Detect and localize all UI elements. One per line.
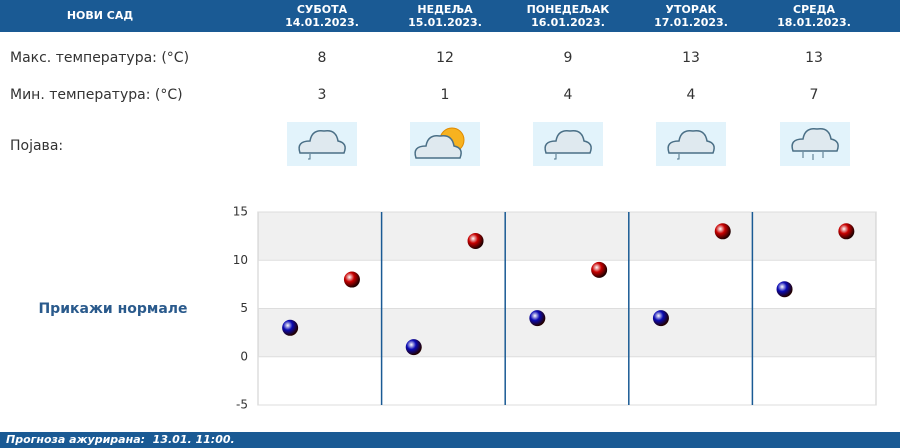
- day-date: 15.01.2023.: [408, 16, 482, 29]
- update-time: Прогноза ажурирана: 13.01. 11:00.: [6, 433, 235, 446]
- table-value: 1: [441, 87, 450, 103]
- day-date: 18.01.2023.: [777, 16, 851, 29]
- y-tick-label: 10: [233, 253, 248, 267]
- table-value: 9: [564, 50, 573, 66]
- city: НОВИ САД: [67, 9, 134, 22]
- grid-band: [258, 308, 876, 357]
- temperature-point: [776, 281, 793, 298]
- weather-icons: [287, 122, 850, 166]
- temperature-point: [714, 223, 731, 240]
- table-value: 4: [564, 87, 573, 103]
- row-label: Појава:: [10, 138, 63, 154]
- table-value: 13: [805, 50, 823, 66]
- day-name: СУБОТА: [297, 3, 348, 16]
- temperature-point: [467, 232, 484, 249]
- table-value: 3: [318, 87, 327, 103]
- footer-bar: [0, 432, 900, 448]
- day-name: НЕДЕЉА: [417, 3, 473, 16]
- temperature-point: [405, 339, 422, 356]
- y-tick-label: 0: [240, 349, 248, 363]
- temperature-point: [652, 310, 669, 327]
- grid-band: [258, 212, 876, 261]
- temperature-point: [591, 261, 608, 278]
- day-name: ПОНЕДЕЉАК: [527, 3, 610, 16]
- show-normals-button[interactable]: Прикажи нормале: [38, 301, 187, 317]
- table-value: 7: [810, 87, 819, 103]
- table-value: 13: [682, 50, 700, 66]
- y-tick-label: 15: [233, 205, 248, 219]
- temperature-point: [343, 271, 360, 288]
- table-value: 4: [687, 87, 696, 103]
- temperature-point: [529, 310, 546, 327]
- day-name: УТОРАК: [666, 3, 717, 16]
- temperature-point: [838, 223, 855, 240]
- temperature-point: [282, 319, 299, 336]
- row-label: Мин. температура: (°C): [10, 87, 183, 103]
- table-value: 12: [436, 50, 454, 66]
- day-name: СРЕДА: [793, 3, 835, 16]
- y-tick-label: 5: [240, 301, 248, 315]
- day-date: 17.01.2023.: [654, 16, 728, 29]
- day-date: 14.01.2023.: [285, 16, 359, 29]
- day-date: 16.01.2023.: [531, 16, 605, 29]
- row-label: Макс. температура: (°C): [10, 50, 189, 66]
- y-tick-label: -5: [236, 398, 248, 412]
- table-value: 8: [318, 50, 327, 66]
- header-bar: [0, 0, 900, 32]
